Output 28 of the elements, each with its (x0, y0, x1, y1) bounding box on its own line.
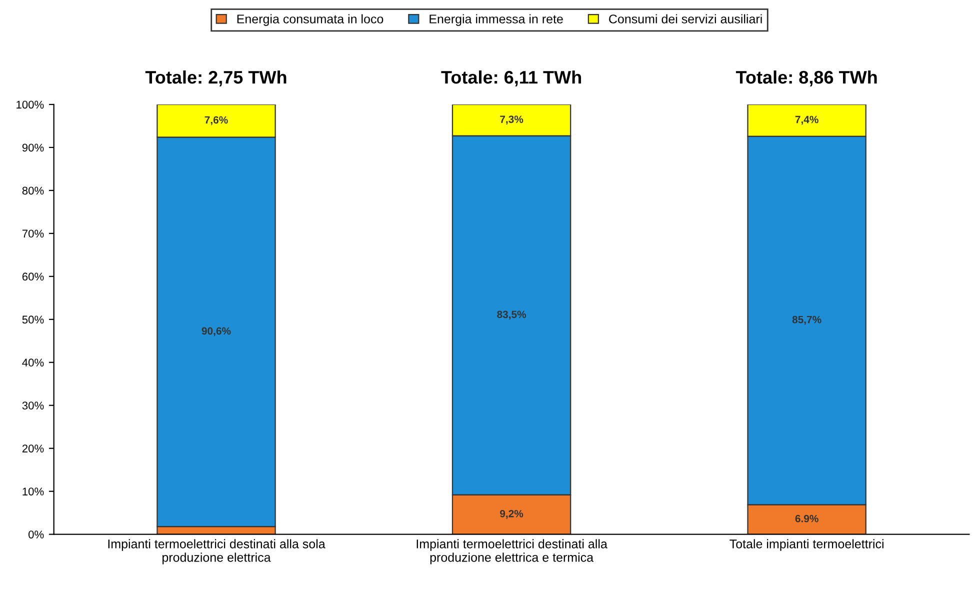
y-tick-label: 90% (22, 144, 44, 152)
y-tick-label: 30% (22, 402, 44, 410)
y-tick-label: 50% (22, 316, 44, 324)
x-tick-label: Totale impianti termoelettrici (730, 539, 884, 551)
x-tick-label: Impianti termoelettrici destinati alla sola produzione elettrica (108, 539, 326, 564)
data-label: 6.9% (795, 514, 818, 522)
text: Totale: 2,75 TWh (145, 70, 286, 86)
data-label: 85,7% (792, 316, 822, 325)
data-label: 90,6% (202, 327, 231, 336)
x-tick-label: Impianti termoelettrici destinati alla produzione elettrica e termica (416, 539, 608, 564)
legend-label: Consumi dei servizi ausiliari (609, 14, 762, 24)
y-tick-label: 80% (22, 186, 44, 195)
y-tick-label: 10% (22, 488, 44, 496)
text: Totale: 8,86 TWh (736, 70, 877, 86)
data-label: 7,3% (500, 116, 524, 124)
legend-label: Energia consumata in loco (237, 14, 384, 26)
y-tick-label: 40% (22, 358, 44, 367)
y-tick-label: 70% (22, 230, 44, 238)
data-label: 7,6% (204, 116, 228, 126)
y-tick-label: 100% (16, 100, 44, 109)
y-tick-label: 0% (28, 530, 44, 538)
data-label: 9,2% (500, 510, 524, 519)
y-tick-label: 20% (22, 444, 44, 452)
text: Totale: 6,11 TWh (441, 70, 581, 86)
legend-label: Energia immessa in rete (430, 14, 563, 26)
data-label: 83,5% (497, 310, 526, 320)
data-label: 7,4% (795, 116, 818, 125)
y-tick-label: 60% (22, 272, 44, 281)
